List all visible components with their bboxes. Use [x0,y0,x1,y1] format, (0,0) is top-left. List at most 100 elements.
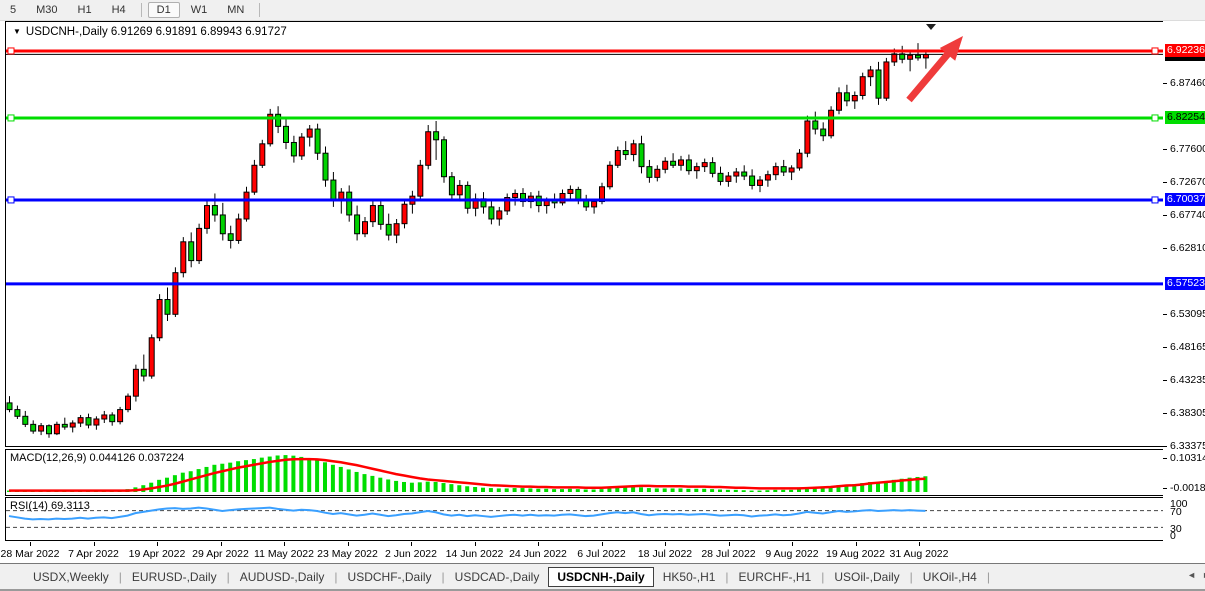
price-tick [1163,83,1167,84]
chart-tab-eurusd-daily[interactable]: EURUSD-,Daily [131,569,217,584]
macd-indicator-pane[interactable]: MACD(12,26,9) 0.044126 0.037224 [5,449,1165,496]
chart-tab-usdcad-daily[interactable]: USDCAD-,Daily [454,569,540,584]
timeframe-button-d1[interactable]: D1 [147,2,180,18]
timeframe-button-h4[interactable]: H4 [111,4,126,16]
timeframe-button-m30[interactable]: M30 [36,4,58,16]
date-label: 9 Aug 2022 [765,548,819,560]
macd-axis-label: 0.103149 [1170,452,1205,464]
price-axis[interactable]: 6.87460 6.77600 6.72670 6.67740 6.62810 6.530… [1163,21,1205,561]
timeframe-button-5[interactable]: 5 [10,4,17,16]
price-badge-6.57523: 6.57523 [1165,277,1205,291]
chart-symbol-label: USDCNH-,Daily [25,26,108,38]
date-label: 14 Jun 2022 [445,548,504,560]
tab-scroll-arrows[interactable]: ◄► [1187,570,1205,580]
price-tick-label: 6.53095 [1170,307,1205,320]
date-label: 24 Jun 2022 [509,548,567,560]
tab-separator: | [118,569,122,584]
tab-separator: | [821,569,825,584]
price-tick [1163,446,1167,447]
rsi-label: RSI(14) 69.3113 [10,500,90,512]
tab-separator: | [334,569,338,584]
price-tick [1163,215,1167,217]
arrow-annotation[interactable] [906,36,963,103]
candlestick-chart[interactable] [6,22,1164,446]
rsi-indicator-pane[interactable]: RSI(14) 69.3113 [5,497,1165,541]
price-tick-label: 6.33375 [1170,440,1205,452]
tab-scroll-left-icon: ◄ [1187,570,1203,580]
timeframe-button-mn[interactable]: MN [227,4,245,16]
chart-tab-hk50-h1[interactable]: HK50-,H1 [662,569,716,584]
chart-ohlc-values: 6.91269 6.91891 6.89943 6.91727 [110,26,287,38]
price-tick [1163,346,1167,348]
macd-axis-label: -0.00180 [1170,482,1205,494]
rsi-axis-label: 0 [1170,530,1176,542]
price-tick-label: 6.62810 [1170,242,1205,255]
rsi-axis-label: 30 [1170,523,1182,535]
date-label: 29 Apr 2022 [192,548,249,560]
price-tick [1163,182,1167,184]
candles-group [6,43,929,438]
chart-title: ▼ USDCNH-,Daily 6.91269 6.91891 6.89943 6… [13,26,287,38]
main-chart-pane[interactable]: ▼ USDCNH-,Daily 6.91269 6.91891 6.89943 6… [5,21,1165,447]
rsi-axis-label: 100 [1170,498,1188,510]
price-tick-label: 6.87460 [1170,77,1205,89]
date-label: 31 Aug 2022 [889,548,949,560]
tab-separator: | [226,569,230,584]
date-label: 23 May 2022 [317,548,378,560]
toolbar-separator [259,3,261,17]
price-badge-6.70037: 6.70037 [1165,193,1205,207]
tab-separator: | [909,569,913,584]
horizontal-line-6.82254[interactable] [6,114,1164,122]
chart-tab-usdcnh-daily[interactable]: USDCNH-,Daily [548,566,654,587]
date-axis[interactable]: 28 Mar 2022 7 Apr 2022 19 Apr 2022 29 Apr 2… [1,542,1163,562]
date-label: 28 Jul 2022 [701,548,756,560]
chart-tab-usdx-weekly[interactable]: USDX,Weekly [33,569,109,584]
chart-tab-eurchf-h1[interactable]: EURCHF-,H1 [738,569,812,584]
chart-tab-bar: USDX,Weekly | EURUSD-,Daily | AUDUSD-,Daily |… [0,563,1205,591]
horizontal-line-6.92236[interactable] [6,47,1164,55]
date-label: 11 May 2022 [254,548,314,560]
chart-tab-usoil-daily[interactable]: USOil-,Daily [834,569,900,584]
macd-histogram [7,455,928,492]
price-tick-label: 6.67740 [1170,209,1205,222]
toolbar-separator [140,3,142,17]
macd-signal-line [9,457,926,492]
timeframe-button-w1[interactable]: W1 [190,4,208,16]
price-tick [1163,412,1167,414]
date-label: 19 Aug 2022 [826,548,885,560]
timeframe-button-h1[interactable]: H1 [77,4,92,16]
macd-label: MACD(12,26,9) 0.044126 0.037224 [10,452,185,464]
chart-tab-usdchf-daily[interactable]: USDCHF-,Daily [347,569,432,584]
price-tick-label: 6.38305 [1170,406,1205,419]
date-label: 18 Jul 2022 [637,548,693,560]
rsi-chart[interactable] [6,498,1164,540]
tab-separator: | [441,569,445,584]
chart-tab-audusd-daily[interactable]: AUDUSD-,Daily [239,569,325,584]
date-label: 2 Jun 2022 [385,548,437,560]
date-label: 19 Apr 2022 [128,548,186,560]
price-tick [1163,248,1167,250]
tab-scroll-right-icon: ► [1202,570,1205,580]
chart-shift-marker-icon[interactable] [926,24,936,30]
price-tick-label: 6.72670 [1170,176,1205,189]
date-label: 28 Mar 2022 [0,548,60,560]
price-tick-label: 6.43235 [1170,373,1205,386]
horizontal-line-6.70037[interactable] [6,196,1164,204]
tab-separator: | [725,569,729,584]
price-tick [1163,313,1167,315]
timeframe-toolbar: 5 M30 H1 H4 D1 W1 MN [0,0,1205,21]
rsi-line [8,506,926,521]
macd-chart[interactable] [6,450,1164,495]
date-label: 6 Jul 2022 [577,548,626,560]
price-tick-label: 6.77600 [1170,143,1205,156]
tab-separator: | [986,569,990,584]
price-tick [1163,149,1167,151]
symbol-dropdown-icon[interactable]: ▼ [13,27,21,36]
price-badge-6.92236: 6.92236 [1165,44,1205,58]
date-label: 7 Apr 2022 [68,548,119,560]
chart-tab-ukoil-h4[interactable]: UKOil-,H4 [922,569,977,584]
price-badge-6.82254: 6.82254 [1165,111,1205,125]
price-tick [1163,379,1167,381]
price-tick-label: 6.48165 [1170,340,1205,353]
